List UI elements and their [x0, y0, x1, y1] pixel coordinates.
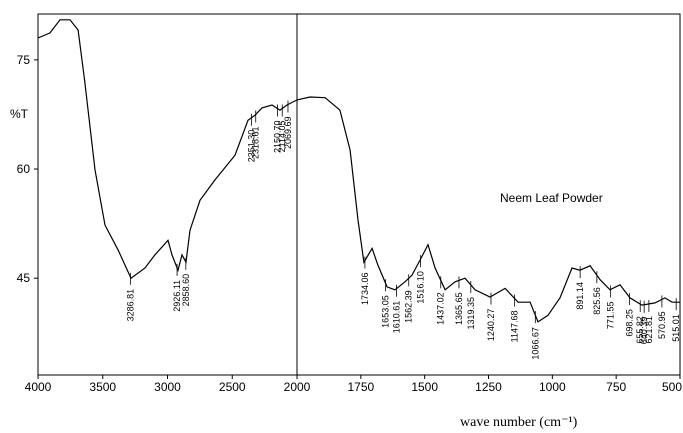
peak-label: 3286.81 — [125, 289, 135, 322]
x-tick-label: 2000 — [284, 380, 311, 394]
peak-label: 655.82 — [635, 316, 645, 344]
plot-frame — [37, 13, 681, 376]
peak-label: 1437.02 — [436, 292, 446, 325]
peak-label: 825.56 — [592, 287, 602, 315]
x-tick-label: 1000 — [539, 380, 566, 394]
peak-label: 640.39 — [639, 317, 649, 345]
x-tick-label: 1750 — [347, 380, 374, 394]
y-tick-label: 60 — [17, 162, 31, 176]
peak-label: 2926.11 — [172, 280, 182, 312]
x-tick-label: 750 — [606, 380, 626, 394]
peak-label: 621.81 — [644, 316, 654, 344]
peak-label: 1562.39 — [404, 290, 414, 323]
x-tick-label: 3500 — [89, 380, 116, 394]
peak-label: 1734.06 — [360, 272, 370, 305]
y-tick-label: 75 — [17, 53, 31, 67]
peak-label: 1516.10 — [416, 271, 426, 304]
peak-label: 2351.30 — [247, 130, 257, 163]
peak-label: 2069.69 — [283, 116, 293, 149]
peak-label: 2318.61 — [251, 126, 261, 159]
x-axis-label: wave number (cm⁻¹) — [460, 415, 578, 430]
y-axis-label: %T — [10, 107, 29, 121]
y-tick-label: 45 — [17, 271, 31, 285]
peak-label: 1365.65 — [454, 292, 464, 325]
chart-title: Neem Leaf Powder — [500, 191, 603, 205]
peak-label: 515.01 — [671, 314, 681, 342]
peak-label: 1066.67 — [530, 327, 540, 360]
peak-label: 2114.05 — [277, 120, 287, 152]
peak-label: 1240.27 — [486, 309, 496, 342]
peak-label: 570.95 — [657, 311, 667, 339]
peak-label: 698.25 — [624, 309, 634, 337]
peak-label: 771.55 — [606, 302, 616, 330]
peak-label: 1319.35 — [466, 297, 476, 330]
x-tick-label: 1250 — [475, 380, 502, 394]
peak-label: 891.14 — [575, 282, 585, 310]
x-tick-label: 2500 — [219, 380, 246, 394]
peak-label: 2150.70 — [272, 120, 282, 153]
x-tick-label: 3000 — [154, 380, 181, 394]
spectrum-line — [37, 19, 680, 323]
peak-label: 1147.68 — [510, 311, 520, 343]
x-tick-label: 1500 — [411, 380, 438, 394]
x-tick-label: 500 — [662, 380, 682, 394]
x-tick-label: 4000 — [25, 380, 52, 394]
peak-label: 1653.05 — [381, 295, 391, 328]
peak-label: 1610.61 — [391, 301, 401, 334]
peak-label: 2858.60 — [181, 274, 191, 307]
